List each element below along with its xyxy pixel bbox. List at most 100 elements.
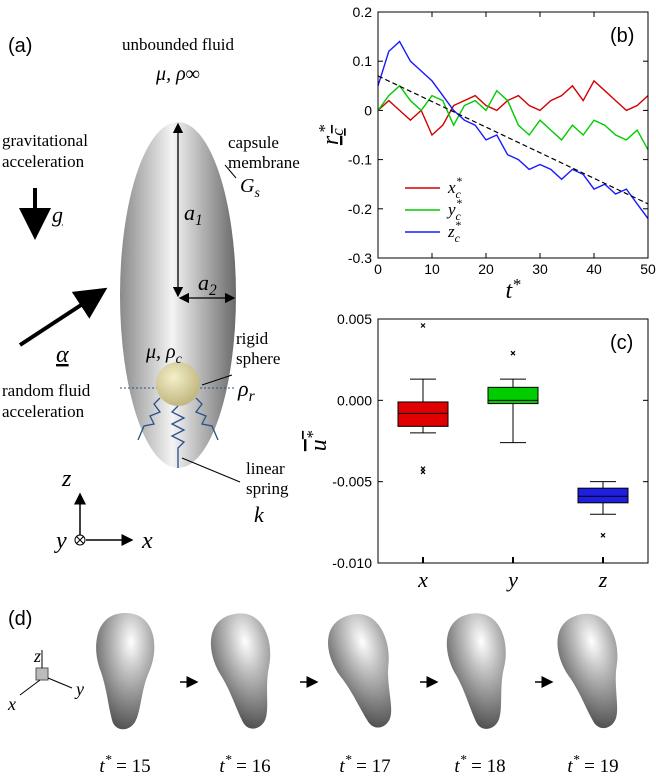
y-label-group: u* xyxy=(303,430,332,451)
outlier xyxy=(420,469,426,475)
y-label-base: r xyxy=(318,135,344,145)
y-tick-label: -0.2 xyxy=(348,201,372,217)
sphere-symbol-base: ρ xyxy=(237,376,249,401)
axis-z-label: z xyxy=(33,646,41,666)
a2-label-base: a xyxy=(198,270,209,295)
gravity-label: acceleration xyxy=(2,152,85,171)
y-tick-label: 0 xyxy=(364,102,372,118)
x-tick-label: 40 xyxy=(586,261,602,277)
a1-label: a1 xyxy=(184,200,203,229)
y-label-sup: * xyxy=(303,430,322,439)
a2-label-sub: 2 xyxy=(209,282,217,299)
y-tick-label: -0.010 xyxy=(332,555,372,571)
membrane-label: membrane xyxy=(228,153,300,172)
sphere-symbol: ρr xyxy=(237,376,256,405)
panel-label: (c) xyxy=(610,332,633,354)
x-tick-label: 0 xyxy=(374,261,382,277)
x-label-sup: * xyxy=(512,275,521,294)
capsule-shape xyxy=(446,613,506,729)
spring xyxy=(137,397,162,441)
panel-label: (d) xyxy=(8,608,32,630)
time-label: t* = 19 xyxy=(567,752,618,777)
panel-label: (a) xyxy=(8,35,32,57)
series-line xyxy=(377,79,649,137)
x-tick-label: 50 xyxy=(640,261,656,277)
time-label-sup: * xyxy=(225,752,232,767)
legend-label: yc* xyxy=(446,196,462,223)
random-label: random fluid xyxy=(2,381,91,400)
legend-label: zc* xyxy=(447,218,461,245)
x-tick-label: 20 xyxy=(478,261,494,277)
a1-label-base: a xyxy=(184,200,195,225)
capsule-shape xyxy=(557,613,618,729)
spring-symbol: k xyxy=(254,502,265,527)
gravity-label: gravitational xyxy=(2,131,88,150)
time-label-rest: = 19 xyxy=(579,756,618,777)
legend-label: xc* xyxy=(447,174,462,201)
a2-label: a2 xyxy=(198,270,217,299)
alpha-symbol: α xyxy=(56,342,69,368)
time-label-base: t xyxy=(567,756,573,777)
time-label: t* = 16 xyxy=(219,752,270,777)
y-tick-label: -0.3 xyxy=(348,250,372,266)
legend-label-base: y xyxy=(446,200,456,219)
x-label: t* xyxy=(505,275,521,304)
time-label-base: t xyxy=(99,756,105,777)
time-label: t* = 17 xyxy=(339,752,390,777)
fluid-props: μ, ρ∞ xyxy=(155,63,200,85)
time-label-rest: = 17 xyxy=(351,756,390,777)
outlier xyxy=(420,323,426,328)
box xyxy=(577,487,629,504)
gravity-symbol: g xyxy=(52,202,63,227)
random-label: acceleration xyxy=(2,402,85,421)
capsule-shape xyxy=(211,613,271,729)
sphere xyxy=(156,362,200,406)
y-label-sub: c xyxy=(328,128,347,136)
y-label: u* xyxy=(303,430,332,451)
outlier xyxy=(600,532,606,538)
spring-label: linear xyxy=(246,459,285,478)
plot-frame xyxy=(377,11,649,259)
y-tick-label: 0.2 xyxy=(353,4,373,20)
legend-label-sub: c xyxy=(455,231,461,245)
fit-line xyxy=(377,75,649,205)
time-label-rest: = 15 xyxy=(111,756,150,777)
time-label-base: t xyxy=(219,756,225,777)
spring-label: spring xyxy=(246,479,289,498)
time-label-sup: * xyxy=(460,752,467,767)
a1-label-sub: 1 xyxy=(195,212,203,229)
alpha-arrow xyxy=(18,287,108,347)
axis-x-label: x xyxy=(7,694,16,714)
axis-y-label: y xyxy=(74,679,84,699)
time-label-sup: * xyxy=(345,752,352,767)
spring xyxy=(194,397,219,441)
y-tick-label: 0.005 xyxy=(337,311,372,327)
x-tick-label: x xyxy=(417,567,428,592)
time-label-base: t xyxy=(454,756,460,777)
legend-label-base: x xyxy=(447,178,456,197)
time-label-base: t xyxy=(339,756,345,777)
membrane-symbol-base: G xyxy=(240,175,255,197)
membrane-label: capsule xyxy=(228,133,279,152)
y-label-sup: * xyxy=(315,124,334,133)
spring-pointer xyxy=(181,457,241,483)
membrane-symbol: Gs xyxy=(240,175,260,201)
series-line xyxy=(377,40,649,220)
panel-label: (b) xyxy=(610,25,634,47)
axis-y-label: y xyxy=(54,528,67,554)
sphere-label: rigid xyxy=(236,329,269,348)
axis-cube xyxy=(35,667,49,681)
y-tick-label: 0.1 xyxy=(353,53,373,69)
time-label-rest: = 18 xyxy=(466,756,505,777)
spring xyxy=(170,405,186,468)
time-label-rest: = 16 xyxy=(231,756,270,777)
legend-label-base: z xyxy=(447,222,455,241)
box xyxy=(487,386,539,405)
legend-label-sub: c xyxy=(456,209,462,223)
box xyxy=(397,401,449,427)
x-label-base: t xyxy=(505,278,513,304)
sphere-pointer xyxy=(201,374,233,386)
y-axis-cross xyxy=(76,536,84,544)
y-label-group: rc* xyxy=(315,124,347,145)
